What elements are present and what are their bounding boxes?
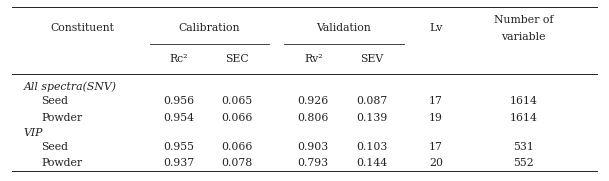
Text: 0.937: 0.937	[163, 158, 194, 168]
Text: 0.793: 0.793	[298, 158, 329, 168]
Text: VIP: VIP	[24, 128, 43, 138]
Text: Number of: Number of	[494, 15, 554, 25]
Text: SEV: SEV	[360, 54, 383, 64]
Text: 1614: 1614	[510, 113, 538, 123]
Text: Constituent: Constituent	[51, 23, 114, 33]
Text: Seed: Seed	[41, 142, 68, 152]
Text: Rc²: Rc²	[169, 54, 188, 64]
Text: 17: 17	[429, 142, 443, 152]
Text: 0.144: 0.144	[356, 158, 387, 168]
Text: 0.926: 0.926	[298, 96, 329, 106]
Text: 0.903: 0.903	[298, 142, 329, 152]
Text: 0.956: 0.956	[163, 96, 194, 106]
Text: 0.955: 0.955	[163, 142, 194, 152]
Text: 0.066: 0.066	[222, 113, 253, 123]
Text: Powder: Powder	[41, 113, 83, 123]
Text: All spectra(SNV): All spectra(SNV)	[24, 81, 117, 92]
Text: variable: variable	[501, 32, 546, 42]
Text: Rv²: Rv²	[304, 54, 323, 64]
Text: 0.954: 0.954	[163, 113, 194, 123]
Text: Lv: Lv	[429, 23, 443, 33]
Text: 17: 17	[429, 96, 443, 106]
Text: 0.065: 0.065	[222, 96, 253, 106]
Text: 552: 552	[513, 158, 534, 168]
Text: Validation: Validation	[317, 23, 371, 33]
Text: 1614: 1614	[510, 96, 538, 106]
Text: 0.806: 0.806	[298, 113, 329, 123]
Text: Powder: Powder	[41, 158, 83, 168]
Text: 531: 531	[513, 142, 534, 152]
Text: 0.103: 0.103	[356, 142, 387, 152]
Text: 19: 19	[429, 113, 443, 123]
Text: SEC: SEC	[225, 54, 249, 64]
Text: Calibration: Calibration	[179, 23, 240, 33]
Text: 20: 20	[429, 158, 443, 168]
Text: Seed: Seed	[41, 96, 68, 106]
Text: 0.078: 0.078	[222, 158, 253, 168]
Text: 0.087: 0.087	[356, 96, 387, 106]
Text: 0.066: 0.066	[222, 142, 253, 152]
Text: 0.139: 0.139	[356, 113, 387, 123]
